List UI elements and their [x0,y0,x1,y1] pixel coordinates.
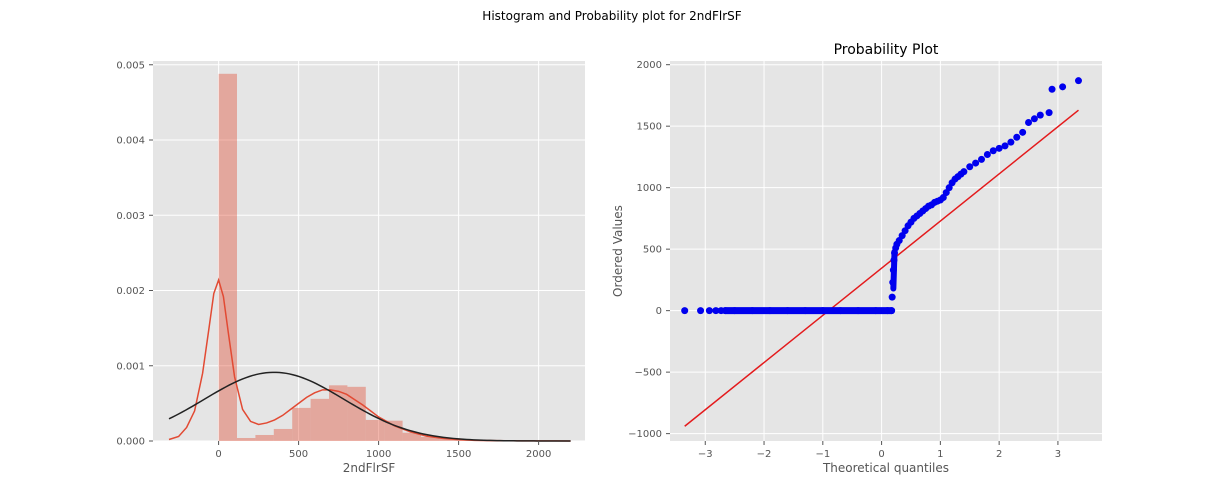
normal-fit-curve [168,371,571,442]
probability-point [960,168,968,176]
probability-point [712,307,720,315]
histogram-bar [347,386,366,441]
x-tick-label: 1500 [446,449,471,460]
histogram-bar [402,432,421,441]
probability-point [972,159,980,167]
y-tick-label: 0.002 [116,286,145,297]
probability-point [1019,128,1027,136]
figure-suptitle: Histogram and Probability plot for 2ndFl… [482,9,741,23]
probability-point [888,293,896,301]
histogram-x-ticks: 0 500 1000 1500 2000 [215,441,551,460]
histogram-bar [237,437,256,441]
probability-point [978,155,986,163]
y-tick-label: 0.003 [116,211,145,222]
x-tick-label: 1 [937,449,943,460]
probability-point [681,307,689,315]
probability-x-axis-label: Theoretical quantiles [822,461,949,475]
histogram-y-ticks: 0.000 0.001 0.002 0.003 0.004 0.005 [116,60,153,448]
y-tick-label: 0.000 [116,437,145,448]
probability-point [995,144,1003,152]
histogram-bar [365,419,385,441]
y-tick-label: 0 [656,306,662,317]
histogram-bars [218,73,550,441]
probability-point [1048,85,1056,93]
x-tick-label: 3 [1055,449,1061,460]
probability-point [1030,115,1038,123]
probability-x-ticks: −3 −2 −1 0 1 2 3 [698,441,1061,460]
probability-point [1059,83,1067,91]
y-tick-label: 1500 [637,122,662,133]
y-tick-label: 0.004 [116,136,145,147]
probability-point [1025,118,1033,126]
y-tick-label: 1000 [637,183,662,194]
probability-point [697,307,705,315]
x-tick-label: −2 [757,449,772,460]
y-tick-label: 500 [643,245,662,256]
y-tick-label: −500 [635,368,662,379]
probability-point [983,150,991,158]
x-tick-label: −1 [815,449,830,460]
x-tick-label: 0 [878,449,884,460]
histogram-grid [153,61,585,442]
probability-points [681,77,1082,315]
y-tick-label: 0.001 [116,361,145,372]
x-tick-label: 500 [289,449,308,460]
histogram-panel: 0 500 1000 1500 2000 0.0000.0010.0020.0030.0… [116,60,585,475]
probability-point [1007,138,1015,146]
histogram-bar [273,428,293,441]
probability-point [1074,77,1082,85]
x-tick-label: 2 [996,449,1002,460]
histogram-bar [439,438,458,441]
probability-point [1045,109,1053,117]
probability-point [1013,133,1021,141]
histogram-bar [218,73,237,441]
y-tick-label: 0.005 [116,60,145,71]
probability-y-ticks: −1000 −500 0 500 1000 1500 2000 [628,60,670,440]
x-tick-label: 1000 [366,449,391,460]
probability-fit-line [684,109,1079,427]
x-tick-label: −3 [698,449,713,460]
histogram-bar [310,398,329,441]
probability-plot-grid [670,61,1102,441]
probability-point [1036,111,1044,119]
probability-points-rise-band [890,248,898,292]
probability-point [705,307,713,315]
x-tick-label: 2000 [526,449,551,460]
histogram-x-axis-label: 2ndFlrSF [343,461,396,475]
probability-point [1001,142,1009,150]
histogram-plot-area [153,61,585,441]
y-tick-label: −1000 [628,429,662,440]
histogram-bar [292,407,311,441]
histogram-bar [384,420,403,441]
histogram-bar [421,436,440,441]
probability-y-axis-label: Ordered Values [611,205,625,297]
x-tick-label: 0 [215,449,221,460]
probability-point [966,163,974,171]
histogram-bar [255,434,274,441]
y-tick-label: 2000 [637,60,662,71]
probability-plot-panel: Probability Plot −3 −2 −1 0 1 2 3 −1000 −500 0 50… [611,42,1102,475]
probability-point [989,147,997,155]
probability-plot-title: Probability Plot [834,42,939,58]
